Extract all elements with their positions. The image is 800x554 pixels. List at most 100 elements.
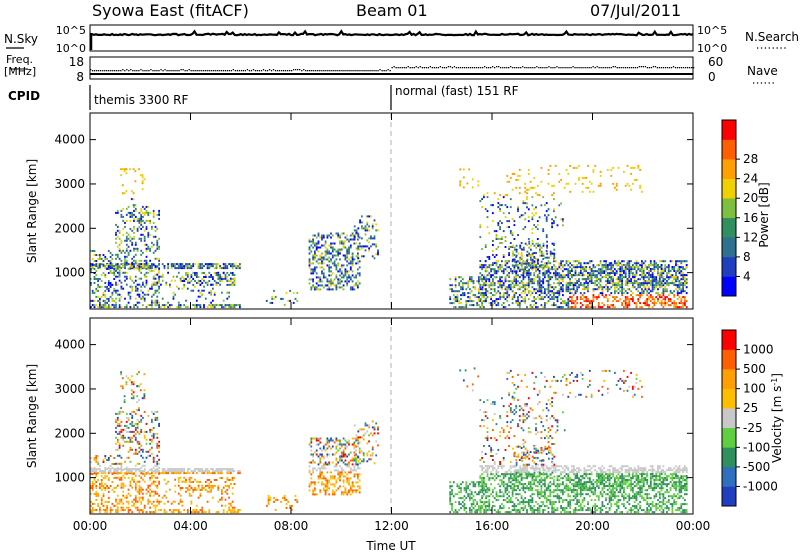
data-cell — [118, 257, 121, 260]
data-cell — [358, 272, 361, 275]
data-cell — [493, 302, 496, 305]
data-cell — [91, 483, 94, 485]
data-cell — [149, 265, 151, 268]
data-cell — [333, 264, 336, 267]
data-cell — [156, 281, 159, 284]
data-cell — [337, 254, 340, 257]
data-cell — [212, 278, 214, 280]
data-cell — [671, 276, 674, 278]
data-cell — [569, 296, 571, 299]
data-cell — [578, 274, 580, 276]
data-cell — [118, 412, 121, 415]
data-cell — [685, 278, 688, 281]
data-cell — [142, 295, 144, 298]
data-cell — [684, 290, 686, 293]
data-cell — [624, 272, 627, 275]
data-cell — [308, 443, 311, 446]
data-cell — [495, 254, 498, 256]
data-cell — [129, 448, 132, 451]
data-cell — [644, 260, 647, 263]
nave-point — [467, 67, 470, 69]
data-cell — [490, 204, 492, 207]
data-cell — [95, 289, 98, 292]
data-cell — [364, 229, 367, 232]
data-cell — [684, 296, 686, 299]
data-cell — [124, 436, 126, 439]
data-cell — [113, 289, 116, 292]
nave-point — [230, 70, 232, 72]
data-cell — [579, 272, 582, 274]
data-cell — [571, 288, 573, 291]
data-cell — [104, 295, 107, 298]
data-cell — [621, 290, 623, 293]
data-cell — [553, 244, 555, 246]
data-cell — [529, 278, 532, 281]
data-cell — [201, 278, 204, 280]
data-cell — [208, 486, 211, 489]
data-cell — [567, 302, 570, 305]
data-cell — [221, 276, 223, 278]
data-cell — [481, 248, 483, 250]
data-cell — [592, 290, 595, 293]
data-cell — [226, 488, 229, 491]
data-cell — [563, 264, 566, 267]
data-cell — [676, 264, 679, 266]
data-cell — [535, 298, 537, 301]
data-cell — [513, 260, 516, 263]
data-cell — [546, 270, 548, 273]
data-cell — [626, 182, 629, 185]
data-cell — [330, 242, 332, 245]
nave-point — [114, 70, 116, 72]
data-cell — [269, 496, 272, 499]
nave-point — [361, 70, 363, 72]
data-cell — [136, 509, 139, 512]
data-cell — [154, 304, 157, 307]
data-cell — [492, 278, 494, 281]
data-cell — [522, 282, 525, 284]
data-cell — [226, 477, 229, 479]
data-cell — [348, 270, 350, 273]
data-cell — [97, 455, 99, 457]
data-cell — [351, 274, 354, 277]
data-cell — [597, 272, 600, 275]
data-cell — [527, 168, 530, 171]
data-cell — [349, 238, 352, 241]
nave-point — [347, 70, 349, 72]
data-cell — [151, 452, 153, 455]
data-cell — [608, 264, 611, 266]
data-cell — [492, 220, 494, 223]
data-cell — [547, 286, 550, 289]
data-cell — [484, 276, 487, 279]
data-cell — [118, 275, 121, 278]
data-cell — [100, 479, 103, 481]
data-cell — [664, 296, 667, 299]
data-cell — [156, 446, 159, 449]
data-cell — [107, 289, 110, 292]
data-cell — [528, 254, 531, 257]
data-cell — [122, 271, 125, 274]
data-cell — [526, 206, 528, 209]
data-cell — [111, 481, 114, 483]
data-cell — [93, 502, 96, 505]
data-cell — [267, 494, 270, 497]
data-cell — [497, 222, 500, 225]
data-cell — [122, 436, 125, 439]
data-cell — [526, 284, 528, 287]
data-cell — [310, 250, 313, 253]
data-cell — [100, 274, 103, 276]
data-cell — [508, 288, 510, 291]
data-cell — [152, 301, 155, 304]
data-cell — [664, 282, 667, 285]
data-cell — [667, 300, 670, 303]
data-cell — [183, 280, 186, 282]
data-cell — [222, 272, 225, 274]
data-cell — [610, 264, 613, 266]
data-cell — [479, 224, 482, 227]
data-cell — [547, 296, 550, 299]
data-cell — [160, 509, 162, 512]
data-cell — [660, 300, 663, 303]
nave-point — [377, 70, 379, 72]
data-cell — [617, 282, 620, 285]
data-cell — [93, 459, 96, 461]
nave-point — [246, 69, 249, 71]
